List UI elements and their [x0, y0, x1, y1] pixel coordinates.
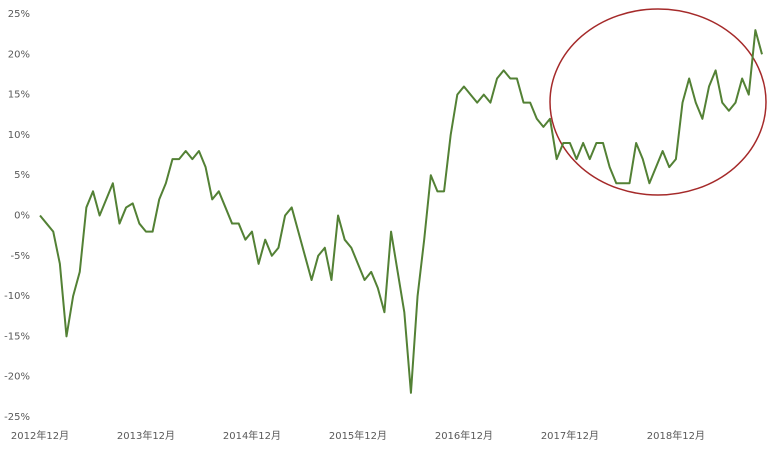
line-series [39, 29, 763, 394]
y-tick-label: 0% [14, 211, 30, 222]
x-tick-label: 2012年12月 [11, 429, 69, 442]
y-tick-label: 25% [8, 9, 30, 20]
y-tick-label: -25% [4, 412, 30, 423]
x-tick-label: 2014年12月 [223, 429, 281, 442]
y-tick-label: 20% [8, 49, 30, 60]
x-tick-label: 2015年12月 [329, 429, 387, 442]
y-tick-label: -5% [11, 251, 30, 262]
x-tick-label: 2017年12月 [541, 429, 599, 442]
y-tick-label: -15% [4, 331, 30, 342]
x-tick-label: 2016年12月 [435, 429, 493, 442]
x-tick-label: 2013年12月 [117, 429, 175, 442]
y-tick-label: -10% [4, 291, 30, 302]
y-tick-label: 10% [8, 130, 30, 141]
x-tick-label: 2018年12月 [647, 429, 705, 442]
y-tick-label: -20% [4, 372, 30, 383]
y-tick-label: 5% [14, 170, 30, 181]
y-tick-label: 15% [8, 90, 30, 101]
highlight-ellipse [549, 8, 767, 196]
